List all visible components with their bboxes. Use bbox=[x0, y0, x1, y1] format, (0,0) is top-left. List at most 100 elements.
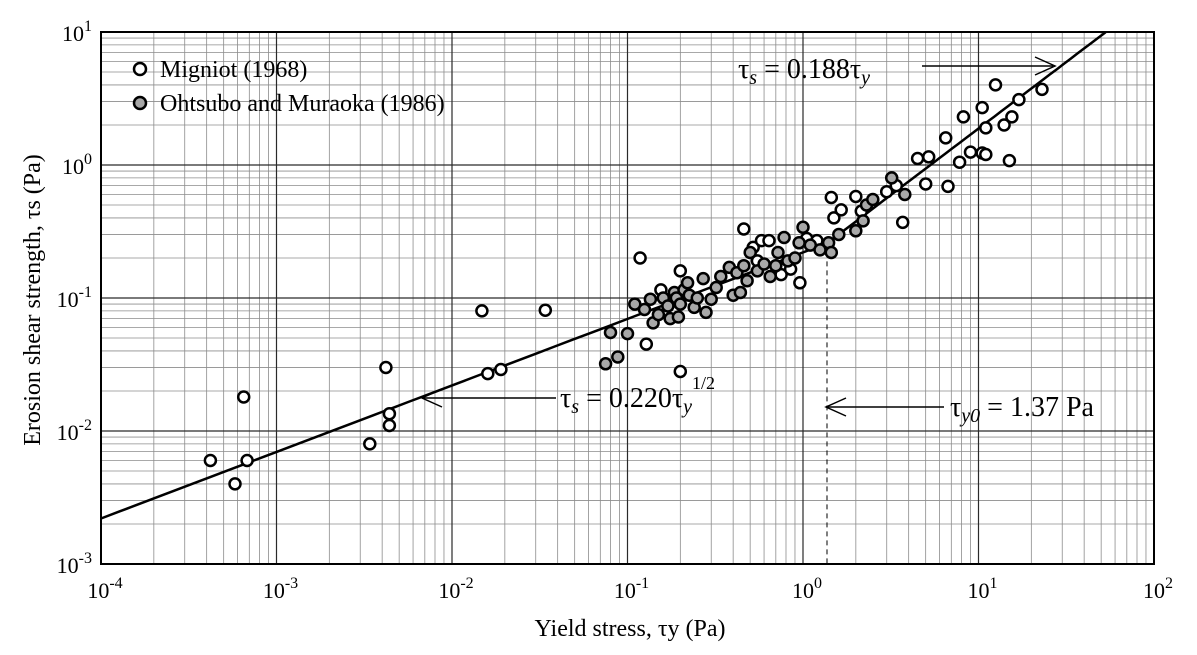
y-tick-label: 101 bbox=[62, 18, 92, 46]
x-tick-label: 10-4 bbox=[87, 575, 122, 603]
legend-label-migniot: Migniot (1968) bbox=[160, 57, 307, 83]
ohtsubo-muraoka-point bbox=[643, 292, 658, 306]
ohtsubo-muraoka-point bbox=[757, 257, 771, 271]
migniot-point bbox=[382, 418, 397, 433]
ohtsubo-muraoka-point bbox=[796, 220, 810, 235]
annotation-right-arrowhead bbox=[824, 397, 847, 417]
migniot-point bbox=[952, 155, 967, 169]
migniot-point bbox=[494, 362, 508, 377]
x-tick-label: 101 bbox=[968, 575, 998, 603]
annotation-top-arrowhead bbox=[1034, 56, 1057, 76]
y-tick-label: 10-2 bbox=[57, 417, 92, 445]
ohtsubo-muraoka-point bbox=[849, 224, 863, 238]
y-tick-label: 10-3 bbox=[57, 550, 92, 578]
migniot-point bbox=[475, 304, 489, 318]
ohtsubo-muraoka-point bbox=[824, 245, 839, 260]
migniot-point bbox=[538, 303, 553, 317]
major-gridlines bbox=[101, 32, 1154, 564]
migniot-point bbox=[910, 151, 925, 166]
annotation-left-arrowhead bbox=[420, 388, 443, 408]
x-tick-label: 102 bbox=[1143, 575, 1173, 603]
migniot-point bbox=[921, 150, 936, 164]
ohtsubo-muraoka-point bbox=[603, 325, 618, 340]
ohtsubo-muraoka-point bbox=[709, 280, 723, 295]
ohtsubo-muraoka-point bbox=[671, 310, 686, 324]
migniot-point bbox=[988, 78, 1003, 92]
migniot-point bbox=[849, 189, 863, 204]
migniot-point bbox=[824, 190, 839, 205]
ohtsubo-muraoka-point bbox=[637, 302, 652, 317]
migniot-point bbox=[633, 251, 647, 265]
plot-frame bbox=[100, 31, 1155, 565]
legend: Migniot (1968) Ohtsubo and Muraoka (1986… bbox=[132, 57, 445, 117]
ohtsubo-muraoka-point bbox=[620, 326, 635, 341]
migniot-point bbox=[827, 211, 841, 225]
migniot-point bbox=[963, 145, 978, 159]
migniot-point bbox=[834, 203, 848, 217]
data-points bbox=[203, 78, 1049, 491]
ohtsubo-muraoka-point bbox=[771, 245, 785, 260]
migniot-point bbox=[975, 100, 989, 115]
x-tick-label: 10-1 bbox=[614, 575, 649, 603]
ohtsubo-muraoka-point bbox=[737, 258, 751, 273]
annotation-top: τs = 0.188τy bbox=[738, 54, 1057, 89]
y-axis-label: Erosion shear strength, τs (Pa) bbox=[20, 154, 46, 446]
x-tick-label: 10-3 bbox=[263, 575, 298, 603]
annotation-right: τy0 = 1.37 Pa bbox=[824, 392, 1095, 427]
migniot-point bbox=[793, 276, 807, 290]
migniot-point bbox=[382, 406, 397, 421]
ohtsubo-muraoka-point bbox=[673, 297, 688, 311]
annotation-right-text: τy0 = 1.37 Pa bbox=[950, 392, 1095, 427]
migniot-point bbox=[879, 184, 894, 199]
ohtsubo-muraoka-point bbox=[777, 230, 791, 245]
migniot-point bbox=[363, 437, 377, 451]
legend-marker-ohtsubo bbox=[132, 95, 148, 111]
ohtsubo-muraoka-point bbox=[733, 285, 748, 300]
x-tick-labels: 10-4 10-3 10-2 10-1 100 101 102 bbox=[87, 575, 1173, 603]
ohtsubo-muraoka-point bbox=[832, 227, 846, 242]
ohtsubo-muraoka-point bbox=[763, 269, 777, 284]
migniot-point bbox=[979, 147, 993, 162]
ohtsubo-muraoka-point bbox=[651, 307, 666, 322]
y-tick-labels: 10-3 10-2 10-1 100 101 bbox=[57, 18, 92, 578]
migniot-point bbox=[979, 121, 993, 135]
x-tick-label: 10-2 bbox=[438, 575, 473, 603]
migniot-point bbox=[236, 390, 251, 404]
ohtsubo-muraoka-point bbox=[884, 171, 899, 185]
y-tick-label: 10-1 bbox=[57, 284, 92, 312]
ohtsubo-muraoka-point bbox=[699, 305, 713, 320]
ohtsubo-muraoka-point bbox=[628, 297, 642, 311]
migniot-point bbox=[481, 366, 495, 381]
legend-label-ohtsubo: Ohtsubo and Muraoka (1986) bbox=[160, 91, 445, 117]
migniot-point bbox=[1002, 153, 1017, 168]
migniot-point bbox=[1005, 110, 1019, 124]
migniot-point bbox=[938, 131, 953, 145]
ohtsubo-muraoka-point bbox=[661, 299, 675, 313]
ohtsubo-muraoka-point bbox=[743, 245, 757, 260]
migniot-point bbox=[379, 360, 393, 375]
migniot-point bbox=[895, 215, 910, 230]
migniot-point bbox=[1012, 92, 1026, 107]
ohtsubo-muraoka-point bbox=[611, 350, 625, 364]
ohtsubo-muraoka-point bbox=[898, 187, 912, 202]
migniot-point bbox=[737, 222, 751, 236]
ohtsubo-muraoka-point bbox=[866, 192, 880, 207]
migniot-point bbox=[673, 364, 688, 379]
annotation-top-text: τs = 0.188τy bbox=[738, 54, 870, 89]
annotation-left-text: τs = 0.220τy1/2 bbox=[560, 373, 715, 418]
legend-marker-migniot bbox=[132, 61, 148, 77]
ohtsubo-muraoka-point bbox=[690, 291, 705, 305]
ohtsubo-muraoka-point bbox=[740, 273, 754, 288]
migniot-point bbox=[997, 118, 1011, 132]
x-axis-label: Yield stress, τy (Pa) bbox=[535, 616, 726, 642]
migniot-point bbox=[240, 453, 254, 468]
migniot-point bbox=[228, 477, 242, 491]
x-tick-label: 100 bbox=[792, 575, 822, 603]
ohtsubo-muraoka-point bbox=[856, 214, 870, 228]
ohtsubo-muraoka-point bbox=[696, 271, 710, 286]
migniot-point bbox=[762, 233, 776, 248]
ohtsubo-muraoka-point bbox=[792, 236, 806, 250]
migniot-point bbox=[673, 264, 688, 278]
migniot-point bbox=[941, 179, 955, 194]
